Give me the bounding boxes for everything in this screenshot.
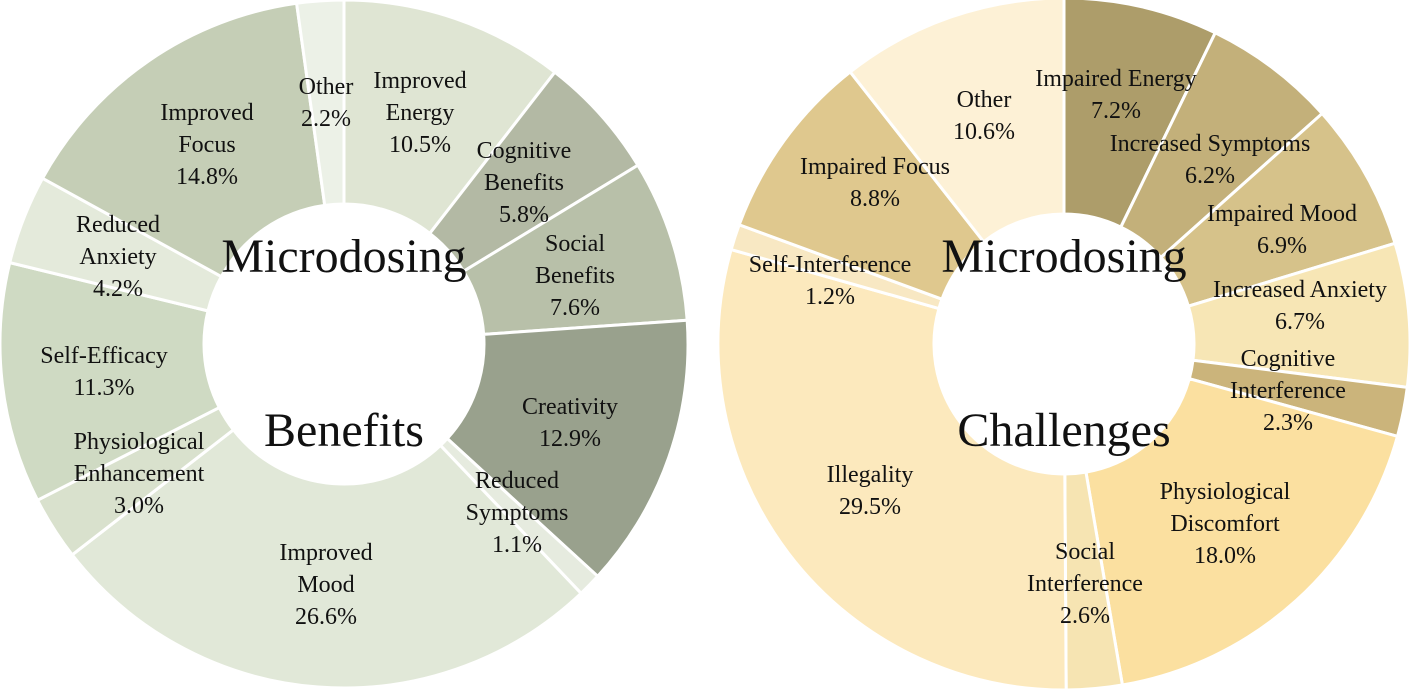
slice-label-social-benefits: Social Benefits 7.6% <box>535 228 615 324</box>
slice-name: Other <box>298 74 354 100</box>
slice-name: Impaired Mood <box>1207 201 1357 227</box>
slice-name: Focus <box>178 132 236 158</box>
challenges-donut-chart: Microdosing Challenges Impaired Energy 7.… <box>710 0 1410 689</box>
slice-label-other: Other 2.2% <box>299 71 354 135</box>
donut-hole <box>204 204 484 484</box>
challenges-center-title: Microdosing Challenges <box>941 112 1186 576</box>
benefits-center-line-2: Benefits <box>264 404 424 457</box>
slice-percent: 11.3% <box>73 375 135 401</box>
slice-percent: 2.6% <box>1060 603 1110 629</box>
slice-name: Energy <box>385 100 455 126</box>
slice-label-cognitive-benefits: Cognitive Benefits 5.8% <box>477 135 572 231</box>
benefits-donut-svg <box>0 0 690 689</box>
slice-label-other: Other 10.6% <box>953 84 1015 148</box>
slice-name: Benefits <box>484 170 564 196</box>
slice-label-improved-energy: Improved Energy 10.5% <box>373 65 466 161</box>
slice-name: Social <box>1055 539 1115 565</box>
slice-name: Self-Interference <box>748 252 912 278</box>
slice-name: Self-Efficacy <box>40 343 168 369</box>
slice-percent: 6.7% <box>1275 309 1325 335</box>
benefits-center-title: Microdosing Benefits <box>221 112 466 576</box>
slice-percent: 4.2% <box>93 276 143 302</box>
slice-name: Physiological <box>73 429 205 455</box>
slice-label-social-interference: Social Interference 2.6% <box>1027 536 1143 632</box>
slice-label-physiological-enhancement: Physiological Enhancement 3.0% <box>74 426 205 522</box>
slice-name: Benefits <box>535 263 615 289</box>
slice-name: Improved <box>160 100 254 126</box>
challenges-center-line-1: Microdosing <box>941 230 1187 283</box>
slice-percent: 10.5% <box>389 132 451 158</box>
slice-name: Interference <box>1230 378 1346 404</box>
slice-label-self-efficacy: Self-Efficacy 11.3% <box>40 340 168 404</box>
slice-percent: 6.2% <box>1185 163 1235 189</box>
slice-label-improved-focus: Improved Focus 14.8% <box>160 97 253 193</box>
slice-name: Other <box>956 87 1012 113</box>
slice-label-self-interference: Self-Interference 1.2% <box>749 249 912 313</box>
slice-label-impaired-mood: Impaired Mood 6.9% <box>1207 198 1357 262</box>
slice-name: Reduced <box>475 468 559 494</box>
slice-label-reduced-anxiety: Reduced Anxiety 4.2% <box>76 209 160 305</box>
slice-label-improved-mood: Improved Mood 26.6% <box>279 537 372 633</box>
slice-name: Impaired Energy <box>1035 66 1197 92</box>
slice-label-creativity: Creativity 12.9% <box>522 391 618 455</box>
slice-name: Impaired Focus <box>800 154 950 180</box>
slice-name: Cognitive <box>1240 346 1336 372</box>
slice-name: Physiological <box>1159 479 1291 505</box>
slice-name: Cognitive <box>476 138 572 164</box>
challenges-donut-svg <box>716 0 1410 689</box>
benefits-center-line-1: Microdosing <box>221 230 467 283</box>
slice-name: Improved <box>373 68 467 94</box>
slice-name: Enhancement <box>73 461 205 487</box>
slice-label-increased-symptoms: Increased Symptoms 6.2% <box>1110 128 1311 192</box>
slice-label-increased-anxiety: Increased Anxiety 6.7% <box>1213 274 1387 338</box>
donut-hole <box>934 214 1194 474</box>
slice-name: Social <box>544 231 605 257</box>
slice-name: Discomfort <box>1170 511 1280 537</box>
slice-label-impaired-focus: Impaired Focus 8.8% <box>800 151 950 215</box>
slice-label-impaired-energy: Impaired Energy 7.2% <box>1035 63 1197 127</box>
slice-name: Interference <box>1027 571 1143 597</box>
slice-name: Reduced <box>76 212 160 238</box>
slice-percent: 2.3% <box>1263 410 1313 436</box>
slice-name: Mood <box>297 572 355 598</box>
slice-name: Increased Anxiety <box>1213 277 1387 303</box>
slice-percent: 5.8% <box>498 202 549 228</box>
slice-label-physiological-discomfort: Physiological Discomfort 18.0% <box>1160 476 1291 572</box>
slice-percent: 2.2% <box>301 106 351 132</box>
slice-percent: 7.6% <box>549 295 600 321</box>
slice-percent: 29.5% <box>838 494 901 520</box>
slice-label-illegality: Illegality 29.5% <box>827 459 914 523</box>
challenges-center-line-2: Challenges <box>957 404 1171 457</box>
slice-name: Symptoms <box>465 500 569 526</box>
slice-name: Creativity <box>522 394 618 420</box>
slice-percent: 1.1% <box>491 532 542 558</box>
slice-percent: 18.0% <box>1193 543 1256 569</box>
benefits-donut-chart: Microdosing Benefits Improved Energy 10.5%… <box>0 0 700 689</box>
slice-percent: 26.6% <box>295 604 357 630</box>
slice-percent: 14.8% <box>176 164 238 190</box>
slice-name: Illegality <box>826 462 914 488</box>
slice-percent: 1.2% <box>805 284 855 310</box>
slice-percent: 12.9% <box>538 426 601 452</box>
slice-percent: 6.9% <box>1257 233 1307 259</box>
slice-percent: 3.0% <box>113 493 164 519</box>
slice-name: Anxiety <box>79 244 157 270</box>
slice-label-reduced-symptoms: Reduced Symptoms 1.1% <box>466 465 569 561</box>
slice-label-cognitive-interference: Cognitive Interference 2.3% <box>1230 343 1346 439</box>
slice-percent: 7.2% <box>1091 98 1141 124</box>
slice-percent: 10.6% <box>953 119 1015 145</box>
slice-name: Improved <box>279 540 373 566</box>
slice-percent: 8.8% <box>850 186 900 212</box>
slice-name: Increased Symptoms <box>1109 131 1311 157</box>
